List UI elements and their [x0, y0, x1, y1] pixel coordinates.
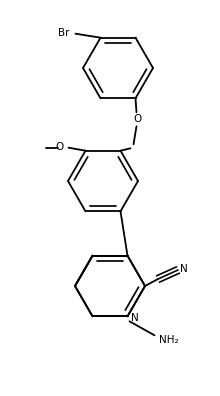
Text: N: N — [180, 264, 188, 274]
Text: O: O — [133, 114, 141, 124]
Text: Br: Br — [58, 28, 70, 38]
Text: O: O — [56, 142, 64, 152]
Text: N: N — [130, 313, 138, 323]
Text: NH₂: NH₂ — [158, 335, 178, 345]
